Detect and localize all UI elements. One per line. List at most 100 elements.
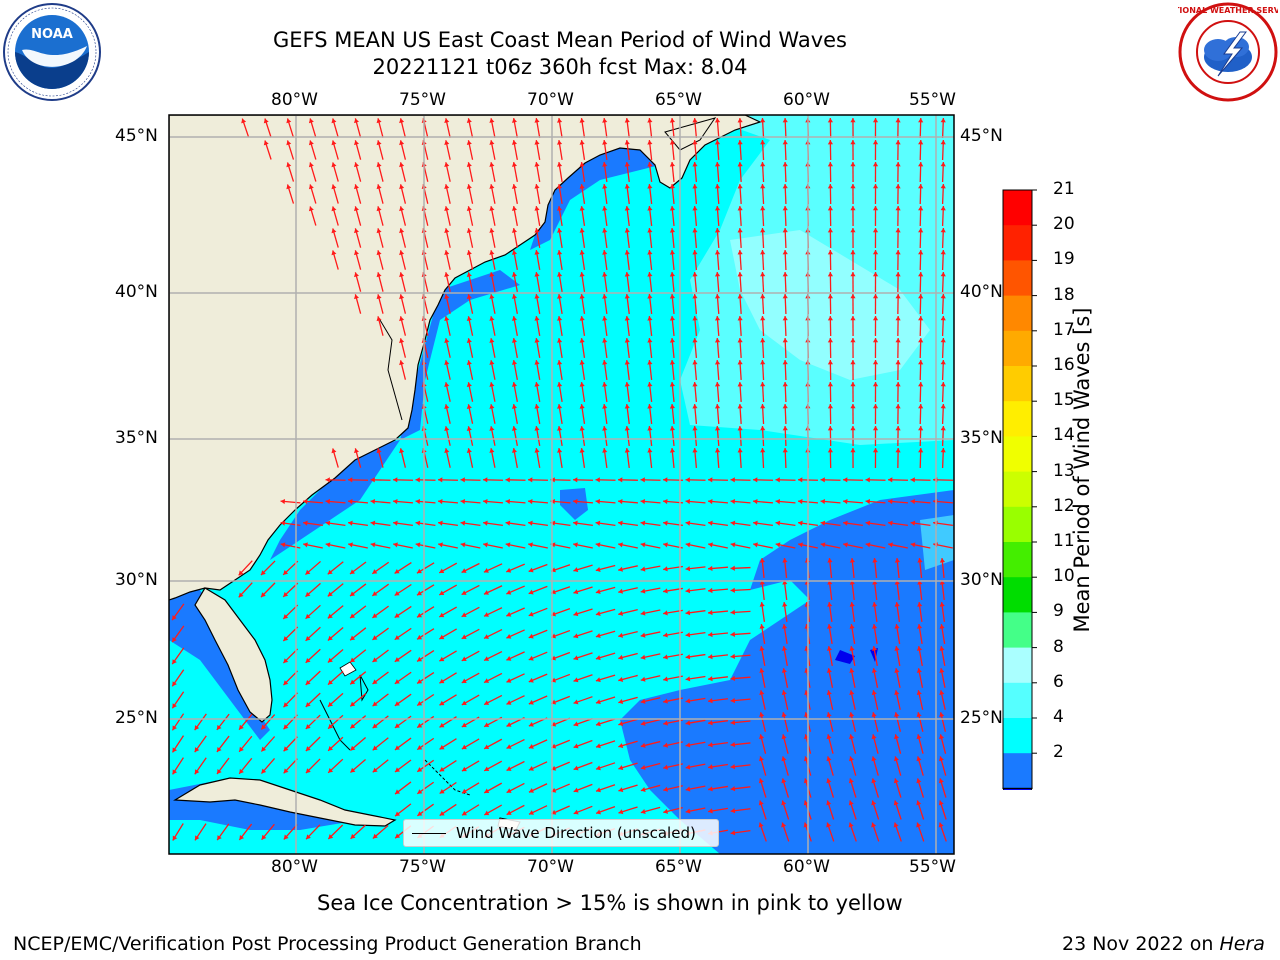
arrow-head — [708, 808, 713, 814]
arrow-head — [708, 542, 713, 548]
arrow-head — [624, 162, 630, 167]
arrow-head — [916, 822, 922, 828]
arrow-head — [872, 316, 879, 321]
arrow-head — [640, 654, 646, 660]
arrow-head — [505, 498, 511, 505]
arrow-head — [781, 778, 787, 784]
arrow-head — [669, 206, 675, 211]
arrow-head — [685, 632, 691, 638]
arrow-head — [172, 703, 177, 709]
arrow-head — [647, 250, 653, 255]
map-legend: Wind Wave Direction (unscaled) — [403, 819, 719, 847]
arrow-head — [940, 206, 946, 211]
arrow-head — [760, 272, 766, 277]
arrow-head — [692, 228, 698, 233]
arrow-head — [305, 569, 311, 575]
arrow-head — [895, 338, 901, 343]
arrow-head — [714, 294, 721, 299]
arrow-head — [850, 272, 856, 277]
arrow-head — [579, 338, 585, 343]
arrow-head — [399, 272, 405, 278]
arrow-head — [782, 228, 788, 233]
arrow-head — [737, 272, 743, 277]
arrow-head — [534, 404, 540, 409]
arrow-head — [917, 602, 923, 607]
arrow-head — [758, 800, 764, 806]
arrow-head — [444, 184, 450, 189]
arrow-head — [624, 338, 630, 343]
arrow-head — [894, 646, 900, 651]
arrow-head — [618, 610, 624, 616]
arrow-head — [624, 184, 630, 189]
arrow-head — [283, 636, 289, 641]
colorbar-tick-label: 12 — [1053, 495, 1075, 516]
arrow-head — [850, 140, 856, 145]
arrow-head — [557, 404, 563, 409]
arrow-head — [238, 592, 244, 598]
arrow-head — [938, 800, 944, 806]
arrow-head — [506, 700, 512, 705]
arrow-head — [714, 360, 721, 365]
arrow-head — [399, 316, 405, 322]
arrow-head — [511, 382, 517, 387]
map-subtitle: 20221121 t06z 360h fcst Max: 8.04 — [372, 55, 748, 79]
arrow-head — [760, 294, 766, 299]
arrow-head — [372, 657, 378, 662]
arrow-head — [557, 448, 563, 453]
arrow-head — [871, 734, 877, 740]
arrow-head — [376, 448, 382, 454]
lat-tick-left: 35°N — [115, 428, 158, 448]
arrow-head — [782, 206, 788, 211]
arrow-head — [775, 498, 781, 505]
arrow-head — [444, 404, 450, 409]
arrow-head — [669, 140, 675, 145]
arrow-head — [305, 613, 311, 619]
arrow-head — [893, 756, 899, 762]
arrow-head — [286, 162, 292, 168]
arrow-head — [618, 588, 624, 594]
arrow-head — [483, 477, 488, 483]
arrow-head — [848, 800, 854, 806]
arrow-head — [331, 448, 337, 454]
arrow-head — [940, 118, 946, 123]
arrow-head — [595, 542, 601, 548]
colorbar-tick-label: 11 — [1053, 531, 1075, 551]
arrow-head — [439, 568, 445, 574]
arrow-head — [506, 589, 512, 595]
arrow-head — [916, 690, 922, 695]
arrow-head — [669, 184, 675, 189]
arrow-head — [602, 162, 608, 167]
arrow-head — [850, 294, 856, 299]
arrow-head — [760, 162, 766, 167]
arrow-head — [803, 822, 809, 828]
arrow-head — [827, 228, 833, 233]
arrow-head — [534, 250, 540, 255]
arrow-head — [308, 162, 314, 168]
arrow-head — [692, 206, 698, 211]
arrow-head — [708, 764, 713, 770]
arrow-head — [354, 118, 359, 124]
colorbar-segment — [1003, 366, 1032, 402]
arrow-head — [663, 566, 668, 572]
arrow-head — [760, 382, 766, 387]
arrow-head — [871, 778, 877, 784]
arrow-head — [216, 724, 222, 730]
arrow-head — [172, 681, 177, 687]
arrow-head — [239, 746, 244, 752]
arrow-head — [708, 498, 713, 505]
colorbar-tick-label: 20 — [1053, 214, 1075, 235]
arrow-head — [663, 498, 668, 505]
arrow-head — [647, 228, 653, 233]
arrow-head — [888, 520, 893, 526]
arrow-head — [781, 690, 787, 695]
arrow-head — [399, 162, 405, 168]
arrow-head — [466, 162, 472, 167]
arrow-head — [782, 338, 788, 343]
arrow-head — [484, 656, 490, 661]
arrow-head — [685, 720, 691, 726]
arrow-head — [663, 542, 668, 548]
arrow-head — [737, 184, 743, 189]
arrow-head — [505, 477, 510, 483]
arrow-head — [737, 448, 743, 453]
arrow-head — [444, 316, 450, 321]
